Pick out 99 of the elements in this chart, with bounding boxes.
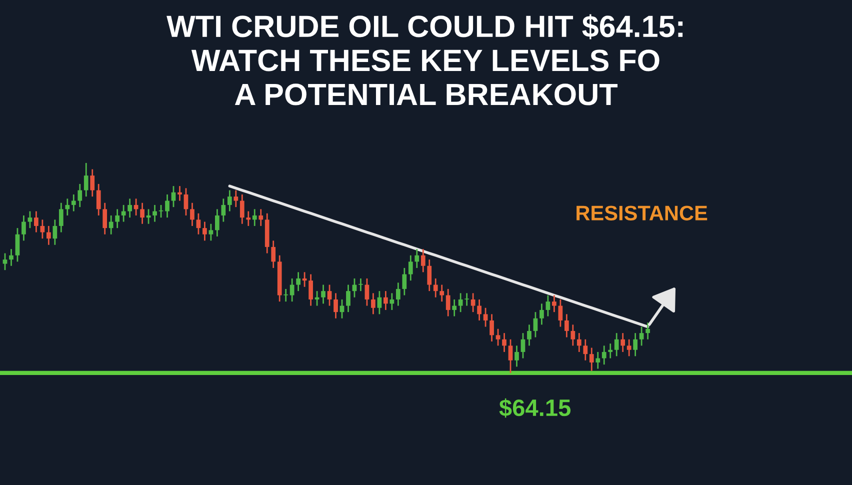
- candlestick: [583, 338, 588, 362]
- candlestick: [458, 292, 463, 313]
- candlestick: [140, 202, 144, 225]
- candlestick: [102, 202, 108, 236]
- candlestick: [420, 248, 426, 273]
- candlestick: [22, 214, 26, 242]
- candlestick: [371, 292, 376, 315]
- candlestick: [327, 284, 332, 306]
- candlestick: [564, 313, 569, 338]
- candlestick: [190, 202, 194, 227]
- candlestick: [227, 190, 232, 212]
- candlestick: [246, 210, 251, 227]
- candlestick: [390, 292, 394, 311]
- candlestick: [252, 208, 257, 227]
- candlestick: [496, 328, 500, 346]
- candlestick: [9, 248, 14, 267]
- candlestick: [614, 332, 619, 357]
- text: $64.15: [499, 398, 571, 418]
- candlestick: [128, 198, 132, 218]
- candlestick: [570, 324, 576, 346]
- candlestick: [184, 187, 188, 216]
- candlestick: [171, 185, 176, 208]
- candlestick: [483, 307, 488, 328]
- candlestick: [165, 194, 170, 218]
- candlestick: [214, 208, 220, 238]
- candlestick: [477, 298, 482, 322]
- candlestick: [576, 332, 582, 353]
- candlestick: [84, 162, 88, 198]
- candlestick: [290, 278, 294, 302]
- candlestick: [65, 198, 70, 216]
- candlestick: [158, 204, 164, 218]
- candlestick: [552, 294, 556, 313]
- candlestick: [646, 322, 650, 340]
- candlestick: [514, 344, 519, 368]
- candlestick: [52, 218, 58, 246]
- candlestick: [234, 190, 238, 208]
- annotation: RESISTANCE: [576, 206, 708, 220]
- candlestick: [178, 185, 182, 202]
- candlestick: [527, 324, 532, 346]
- candlestick: [520, 332, 526, 359]
- candlestick: [202, 221, 207, 242]
- candlestick: [78, 183, 82, 208]
- candlestick: [364, 278, 370, 306]
- candlestick: [452, 298, 457, 317]
- candlestick: [271, 240, 276, 269]
- candlestick: [71, 194, 76, 212]
- candlestick: [620, 332, 626, 353]
- candlestick: [384, 290, 388, 311]
- candlestick: [626, 338, 632, 357]
- candlestick: [321, 284, 326, 304]
- candlestick: [540, 302, 544, 326]
- candlestick: [446, 288, 450, 317]
- candlestick: [58, 202, 64, 233]
- candlestick: [402, 267, 407, 296]
- candlestick: [2, 252, 8, 271]
- candlestick: [427, 258, 432, 292]
- candlestick: [121, 204, 126, 222]
- candlestick: [440, 284, 444, 302]
- candlestick: [608, 342, 613, 359]
- candlestick: [377, 290, 382, 315]
- candlestick: [502, 332, 506, 353]
- candlestick: [596, 351, 600, 370]
- candlestick: [639, 326, 644, 346]
- candlestick: [196, 212, 201, 236]
- candlestick: [358, 278, 363, 292]
- candlestick: [208, 223, 214, 242]
- candlestick: [470, 292, 476, 313]
- candlestick: [108, 214, 114, 236]
- candlestick: [40, 218, 45, 240]
- candlestick: [414, 248, 420, 269]
- candlestick: [633, 332, 638, 357]
- candlestick: [28, 210, 32, 229]
- candlestick: [464, 292, 469, 306]
- candlestick: [589, 347, 594, 372]
- candlestick: [46, 225, 51, 246]
- candlestick: [602, 344, 606, 366]
- candlestick: [334, 292, 338, 320]
- candlestick: [433, 278, 438, 298]
- candlestick: [221, 198, 226, 222]
- candlestick: [258, 208, 264, 227]
- candlestick: [346, 284, 350, 313]
- candlestick: [90, 168, 95, 198]
- candlestick: [296, 271, 300, 292]
- candlestick: [96, 183, 101, 216]
- candlestick: [34, 210, 38, 233]
- candlestick: [240, 194, 244, 225]
- candlestick: [533, 311, 538, 338]
- candlestick: [396, 282, 400, 306]
- candlestick: [15, 227, 20, 262]
- candlestick: [308, 274, 313, 306]
- candlestick: [490, 313, 494, 342]
- candlestick: [115, 208, 120, 229]
- candlestick: [558, 298, 563, 328]
- candlestick: [284, 288, 288, 302]
- candlestick: [152, 204, 157, 222]
- chart-title: WTI CRUDE OIL COULD HIT $64.15: WATCH THESE KEY LEVELS FO A POTENTIAL BREAKOUT: [166, 14, 683, 106]
- candlestick: [508, 338, 513, 374]
- candlestick: [408, 254, 413, 282]
- candlestick: [546, 294, 550, 317]
